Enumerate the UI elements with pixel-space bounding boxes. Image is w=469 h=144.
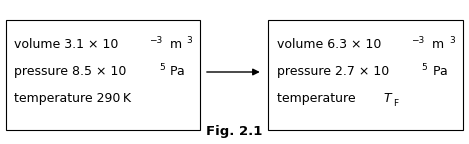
- Text: 3: 3: [449, 36, 455, 45]
- Text: temperature 290 K: temperature 290 K: [14, 92, 131, 105]
- Text: m: m: [166, 38, 182, 51]
- Text: Pa: Pa: [166, 65, 185, 78]
- Text: volume 6.3 × 10: volume 6.3 × 10: [277, 38, 381, 51]
- Text: −3: −3: [411, 36, 424, 45]
- Text: T: T: [383, 92, 391, 105]
- Text: Pa: Pa: [429, 65, 448, 78]
- Text: 5: 5: [422, 63, 427, 72]
- Text: 3: 3: [187, 36, 192, 45]
- FancyBboxPatch shape: [268, 20, 463, 130]
- Text: m: m: [429, 38, 445, 51]
- Text: pressure 8.5 × 10: pressure 8.5 × 10: [14, 65, 127, 78]
- Text: −3: −3: [149, 36, 162, 45]
- Text: temperature: temperature: [277, 92, 359, 105]
- Text: volume 3.1 × 10: volume 3.1 × 10: [14, 38, 119, 51]
- Text: pressure 2.7 × 10: pressure 2.7 × 10: [277, 65, 389, 78]
- Text: 5: 5: [159, 63, 165, 72]
- Text: Fig. 2.1: Fig. 2.1: [206, 125, 263, 138]
- FancyBboxPatch shape: [6, 20, 200, 130]
- Text: F: F: [393, 99, 398, 108]
